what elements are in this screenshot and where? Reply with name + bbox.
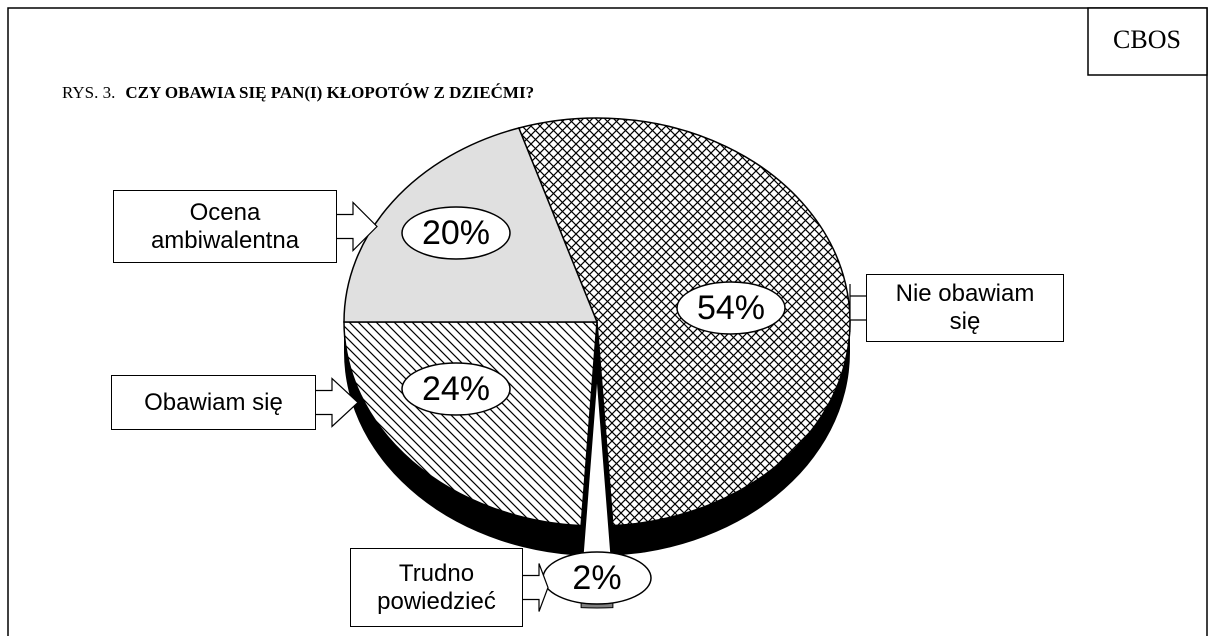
value-label-oval [401, 362, 511, 416]
pie: 54% 2% 24% 20% [316, 117, 866, 612]
value-label: 20% [422, 214, 490, 252]
pie-slice [343, 321, 598, 527]
value-label: 54% [697, 289, 765, 327]
value-label: 24% [422, 370, 490, 408]
label-arrow [523, 563, 549, 612]
source-box [1087, 7, 1208, 76]
value-label-oval [401, 206, 511, 260]
label-arrow [849, 284, 866, 332]
chart-title: CZY OBAWIA SIĘ PAN(I) KŁOPOTÓW Z DZIEĆMI… [125, 83, 534, 102]
category-label: Nie obawiam się [866, 274, 1064, 342]
value-label: 2% [572, 559, 621, 597]
source: CBOS [1113, 25, 1181, 54]
category-label: Ocena ambiwalentna [113, 190, 337, 263]
category-label: Obawiam się [111, 375, 316, 430]
category-label: Trudno powiedzieć [350, 548, 523, 627]
figure-title: RYS. 3. CZY OBAWIA SIĘ PAN(I) KŁOPOTÓW Z … [62, 83, 534, 102]
figure-label: RYS. 3. [62, 83, 115, 102]
value-label-oval [676, 281, 786, 335]
frame [7, 7, 1208, 636]
label-arrow [337, 201, 378, 252]
label-arrow [316, 377, 359, 428]
